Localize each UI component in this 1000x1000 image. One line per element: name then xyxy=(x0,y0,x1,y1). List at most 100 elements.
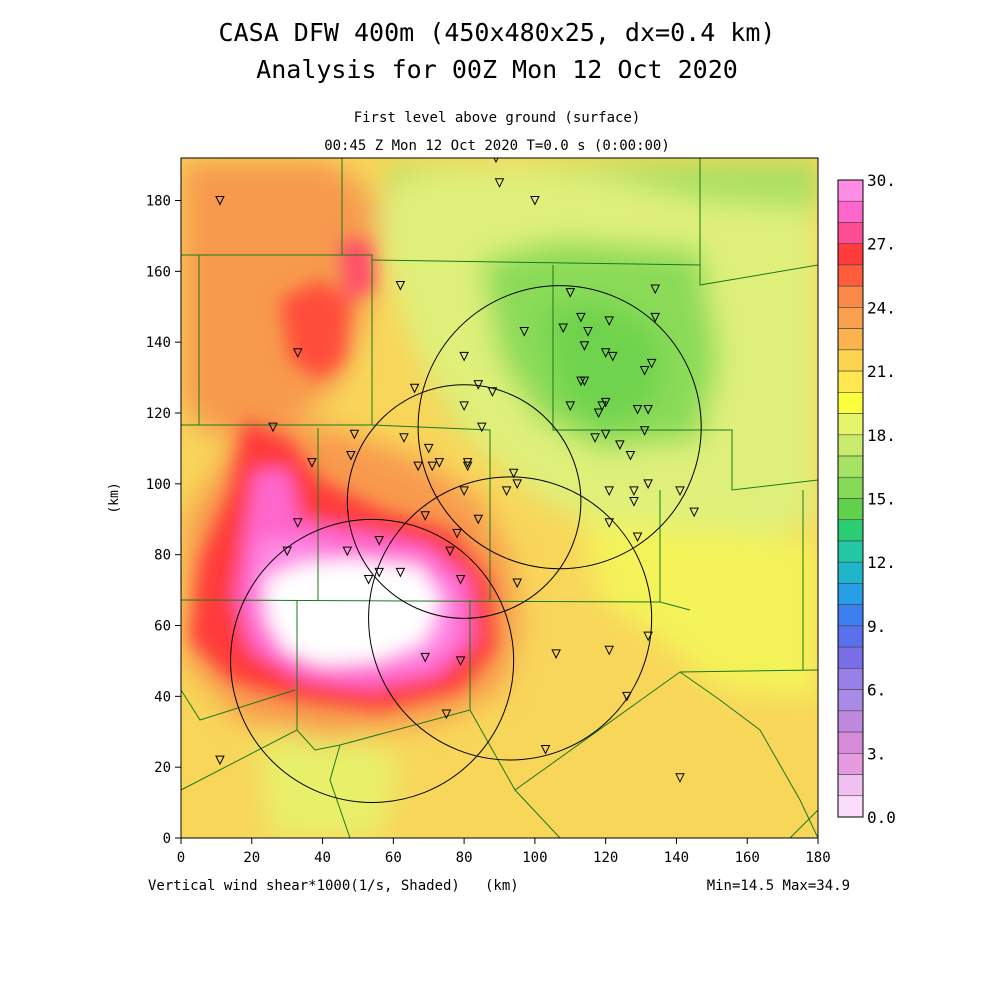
colorbar-label: 30. xyxy=(867,171,896,190)
colorbar: 30. 27. 24. 21. 18. 15. 12. 9. 6. 3. 0.0 xyxy=(837,171,896,827)
station-marker xyxy=(459,486,469,497)
field-region-green-inner xyxy=(540,300,660,430)
colorbar-swatch xyxy=(837,540,864,563)
station-marker xyxy=(625,451,636,461)
y-tick-label: 80 xyxy=(154,548,171,564)
station-marker xyxy=(650,284,661,295)
station-marker xyxy=(459,351,469,362)
station-marker xyxy=(462,461,473,472)
station-marker xyxy=(215,196,225,206)
station-marker xyxy=(342,546,353,557)
colorbar-swatch xyxy=(837,243,864,266)
colorbar-swatch xyxy=(837,328,864,351)
county-boundary-line xyxy=(181,689,296,721)
station-marker xyxy=(512,578,523,589)
radar-ring xyxy=(230,518,515,803)
station-marker xyxy=(508,468,519,479)
colorbar-label: 21. xyxy=(867,362,896,381)
colorbar-label: 3. xyxy=(867,744,886,763)
station-marker xyxy=(399,433,409,443)
y-axis-ticks: 0 20 40 60 80 100 120 140 160 180 xyxy=(146,194,181,847)
station-marker xyxy=(455,656,466,667)
station-marker xyxy=(455,574,466,585)
colorbar-swatch xyxy=(837,519,864,542)
colorbar-swatch xyxy=(837,646,864,669)
station-marker xyxy=(675,486,685,497)
chart-title-line2: Analysis for 00Z Mon 12 Oct 2020 xyxy=(256,55,738,84)
station-marker xyxy=(519,327,530,337)
colorbar-swatch xyxy=(837,392,864,414)
station-marker xyxy=(632,532,643,543)
station-marker xyxy=(476,422,487,433)
x-tick-label: 40 xyxy=(314,850,331,866)
field-region-yellow-band xyxy=(580,520,818,700)
colorbar-swatch xyxy=(837,604,864,627)
station-marker xyxy=(420,652,430,663)
variable-label: Vertical wind shear*1000(1/s, Shaded) xyxy=(148,878,460,894)
station-marker xyxy=(473,514,484,525)
county-boundary-line xyxy=(371,424,491,600)
x-tick-label: 160 xyxy=(735,850,760,866)
colorbar-label: 27. xyxy=(867,235,896,254)
plot-area xyxy=(181,158,818,838)
x-tick-label: 80 xyxy=(456,850,473,866)
colorbar-swatch xyxy=(837,285,864,308)
station-marker xyxy=(646,358,657,369)
field-core-red-north xyxy=(280,280,350,380)
field-core-red-north2 xyxy=(340,240,375,300)
station-marker xyxy=(604,316,615,327)
x-tick-label: 120 xyxy=(593,850,618,866)
y-axis-label: (km) xyxy=(107,482,122,513)
station-marker xyxy=(629,497,639,507)
station-marker xyxy=(604,486,615,497)
station-marker xyxy=(597,401,607,412)
colorbar-swatch xyxy=(837,774,864,797)
x-tick-label: 140 xyxy=(664,850,689,866)
station-marker xyxy=(292,518,303,528)
station-marker xyxy=(434,458,445,468)
x-tick-label: 0 xyxy=(177,850,185,866)
station-marker xyxy=(615,440,625,450)
field-core-white xyxy=(265,560,440,665)
county-boundary-line xyxy=(329,744,351,838)
colorbar-swatch xyxy=(837,413,864,436)
station-marker xyxy=(395,567,406,578)
station-marker xyxy=(622,691,632,702)
station-marker xyxy=(600,429,611,440)
station-marker xyxy=(604,518,615,528)
colorbar-label: 9. xyxy=(867,617,886,636)
station-marker xyxy=(268,422,278,433)
station-marker xyxy=(282,546,292,557)
station-marker xyxy=(409,383,420,394)
station-marker xyxy=(413,461,423,472)
station-marker xyxy=(643,631,653,642)
colorbar-label: 18. xyxy=(867,426,896,445)
station-marker xyxy=(604,645,615,656)
min-max-label: Min=14.5 Max=34.9 xyxy=(707,878,850,894)
y-tick-label: 180 xyxy=(146,194,171,210)
colorbar-swatch xyxy=(837,668,864,690)
station-marker xyxy=(494,178,505,188)
colorbar-swatch xyxy=(837,370,864,393)
station-marker xyxy=(689,507,699,518)
colorbar-swatch xyxy=(837,307,864,329)
x-tick-label: 60 xyxy=(385,850,402,866)
county-boundary-line xyxy=(679,671,818,838)
station-marker xyxy=(600,348,611,358)
colorbar-swatch xyxy=(837,795,864,818)
station-marker xyxy=(558,323,569,334)
station-marker xyxy=(452,528,462,539)
county-boundaries xyxy=(181,158,818,838)
colorbar-label: 12. xyxy=(867,553,896,572)
station-marker xyxy=(576,312,586,323)
colorbar-swatch xyxy=(837,583,864,605)
station-marker xyxy=(590,433,600,443)
station-marker xyxy=(639,366,650,376)
colorbar-swatch xyxy=(837,264,864,287)
station-marker xyxy=(565,401,576,412)
county-boundary-line xyxy=(341,158,373,425)
colorbar-swatch xyxy=(837,349,864,372)
county-boundary-line xyxy=(469,669,818,791)
colorbar-label: 6. xyxy=(867,681,886,700)
